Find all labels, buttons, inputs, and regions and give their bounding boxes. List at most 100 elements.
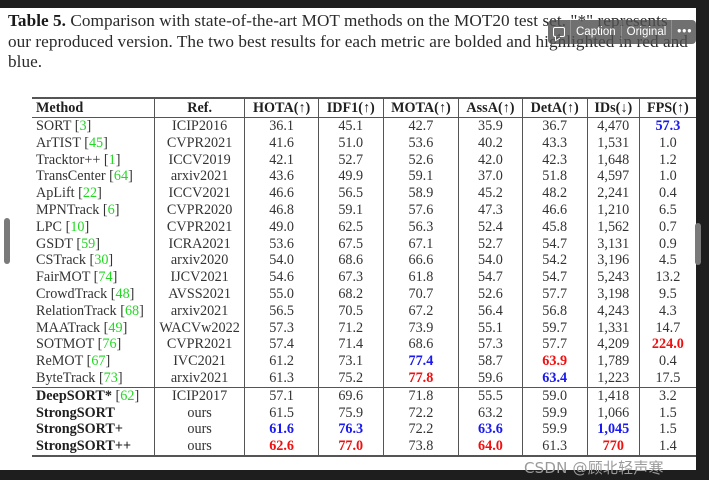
citation-link[interactable]: 10 [70,218,85,235]
metric-cell: 5,243 [586,269,640,286]
metric-cell: 43.6 [244,168,319,186]
citation-link[interactable]: 74 [98,269,113,286]
citation-link[interactable]: 45 [88,134,104,151]
method-name: CSTrack [36,252,86,269]
metric-cell: 6.5 [638,201,696,219]
ref-cell: ICCV2019 [153,151,245,169]
ref-cell: CVPR2020 [153,201,245,219]
table-row: ArTIST [45] CVPR2021 41.6 51.0 53.6 40.2 43.3 1… [32,134,696,152]
metric-cell: 1.4 [638,438,696,456]
metric-cell: 58.9 [382,185,459,202]
method-name: TransCenter [36,168,106,185]
metric-cell: 42.1 [244,151,319,169]
metric-cell: 4,243 [586,302,640,320]
method-cell: StrongSORT+ [32,421,154,438]
metric-cell: 1,531 [586,134,640,152]
metric-cell: 55.0 [244,285,319,303]
citation-link[interactable]: 62 [120,387,135,404]
scroll-handle-right[interactable] [695,223,701,265]
metric-cell: 59.7 [521,319,588,337]
citation-link[interactable]: 59 [81,235,96,252]
metric-cell: 72.2 [382,404,459,422]
metric-cell: 58.7 [458,353,523,370]
citation-link[interactable]: 30 [94,252,109,269]
metric-cell: 770 [586,438,640,456]
citation-link[interactable]: 68 [124,302,140,319]
table-row: SORT [3] ICIP2016 36.1 45.1 42.7 35.9 36.7 4,47… [32,117,696,135]
column-header: MOTA(↑) [382,98,459,118]
metric-cell: 57.6 [382,201,459,219]
citation-link[interactable]: 48 [115,285,130,302]
method-cell: ReMOT [67] [36,353,111,370]
citation-link[interactable]: 73 [103,369,118,386]
method-cell: GSDT [59] [36,235,100,252]
more-options-icon[interactable]: ••• [677,26,693,38]
caption-label-button[interactable]: Caption [571,20,622,44]
metric-cell: 71.8 [382,386,459,405]
column-header: IDs(↓) [586,98,640,118]
method-name: CrowdTrack [36,285,108,302]
method-cell: FairMOT [74] [36,269,118,286]
metric-cell: 59.1 [317,201,384,219]
metric-cell: 70.7 [382,285,459,303]
metric-cell: 67.3 [317,269,384,286]
method-cell: TransCenter [64] [36,168,133,185]
column-header: IDF1(↑) [317,98,384,118]
metric-cell: 54.0 [244,252,319,270]
metric-cell: 45.8 [521,218,588,236]
method-name: StrongSORT++ [36,438,132,455]
metric-cell: 45.2 [458,185,523,202]
citation-link[interactable]: 22 [82,185,98,202]
metric-cell: 40.2 [458,134,523,152]
method-name: Tracktor++ [36,151,101,168]
table-row: Tracktor++ [1] ICCV2019 42.1 52.7 52.6 42.0 42… [32,151,696,169]
metric-cell: 0.7 [638,218,696,236]
ref-cell: IVC2021 [153,353,245,370]
metric-cell: 52.7 [317,151,384,169]
table-row: MPNTrack [6] CVPR2020 46.8 59.1 57.6 47.3 46.6… [32,201,696,219]
metric-cell: 1.0 [638,134,696,152]
method-name: LPC [36,218,63,235]
metric-cell: 56.3 [382,218,459,236]
table-row: ApLift [22] ICCV2021 46.6 56.5 58.9 45.2 48.2 2… [32,185,696,202]
metric-cell: 59.9 [521,421,588,439]
method-cell: MAATrack [49] [36,319,128,336]
metric-cell: 49.9 [317,168,384,186]
citation-link[interactable]: 67 [91,353,106,370]
method-cell: MPNTrack [6] [36,201,120,218]
citation-link[interactable]: 76 [102,336,117,353]
original-button[interactable]: Original [622,20,673,44]
method-name: ByteTrack [36,369,96,386]
method-name: FairMOT [36,269,91,286]
metric-cell: 3,196 [586,252,640,270]
method-cell: StrongSORT [32,405,154,422]
metric-cell: 1,648 [586,151,640,169]
metric-cell: 4.3 [638,302,696,320]
metric-cell: 57.3 [458,336,523,354]
table-row: ByteTrack [73] arxiv2021 61.3 75.2 77.8 59.6 6… [32,369,696,388]
metric-cell: 42.0 [458,151,523,169]
metric-cell: 43.3 [521,134,588,152]
metric-cell: 1,045 [586,421,640,439]
ref-cell: ours [153,438,245,456]
metric-cell: 1.2 [638,151,696,169]
column-header: Ref. [153,98,245,118]
citation-link[interactable]: 49 [108,319,123,336]
table-row: CSTrack [30] arxiv2020 54.0 68.6 66.6 54.0 54.… [32,252,696,270]
scroll-handle-left[interactable] [4,218,10,264]
metric-cell: 0.4 [638,185,696,202]
metric-cell: 76.3 [317,421,384,439]
method-cell: StrongSORT++ [32,438,154,456]
metric-cell: 1,789 [586,353,640,370]
metric-cell: 61.5 [244,404,319,422]
citation-link[interactable]: 1 [108,151,116,168]
table-row: StrongSORT ours 61.5 75.9 72.2 63.2 59.9 1,066 1… [32,404,696,422]
caption-button[interactable] [548,20,571,44]
citation-link[interactable]: 64 [113,168,129,185]
metric-cell: 73.1 [317,353,384,370]
metric-cell: 54.7 [521,235,588,253]
citation-link[interactable]: 6 [107,201,115,218]
metric-cell: 1,418 [586,386,640,405]
table-row: RelationTrack [68] arxiv2021 56.5 70.5 67.2 5… [32,302,696,320]
citation-link[interactable]: 3 [79,118,87,134]
